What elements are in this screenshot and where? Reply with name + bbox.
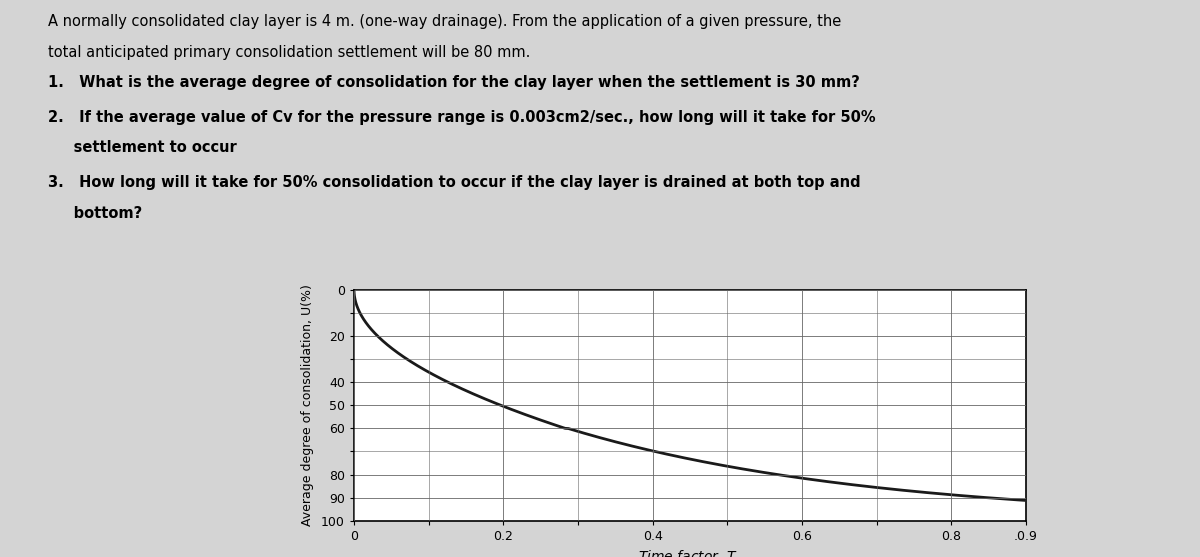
- Text: settlement to occur: settlement to occur: [48, 140, 236, 155]
- Text: 1.   What is the average degree of consolidation for the clay layer when the set: 1. What is the average degree of consoli…: [48, 75, 860, 90]
- Y-axis label: Average degree of consolidation, U(%): Average degree of consolidation, U(%): [301, 284, 314, 526]
- Text: total anticipated primary consolidation settlement will be 80 mm.: total anticipated primary consolidation …: [48, 45, 530, 60]
- X-axis label: Time factor, $T_v$: Time factor, $T_v$: [637, 549, 743, 557]
- Text: bottom?: bottom?: [48, 206, 143, 221]
- Text: 2.   If the average value of Cv for the pressure range is 0.003cm2/sec., how lon: 2. If the average value of Cv for the pr…: [48, 110, 876, 125]
- Text: A normally consolidated clay layer is 4 m. (one-way drainage). From the applicat: A normally consolidated clay layer is 4 …: [48, 14, 841, 29]
- Text: 3.   How long will it take for 50% consolidation to occur if the clay layer is d: 3. How long will it take for 50% consoli…: [48, 175, 860, 190]
